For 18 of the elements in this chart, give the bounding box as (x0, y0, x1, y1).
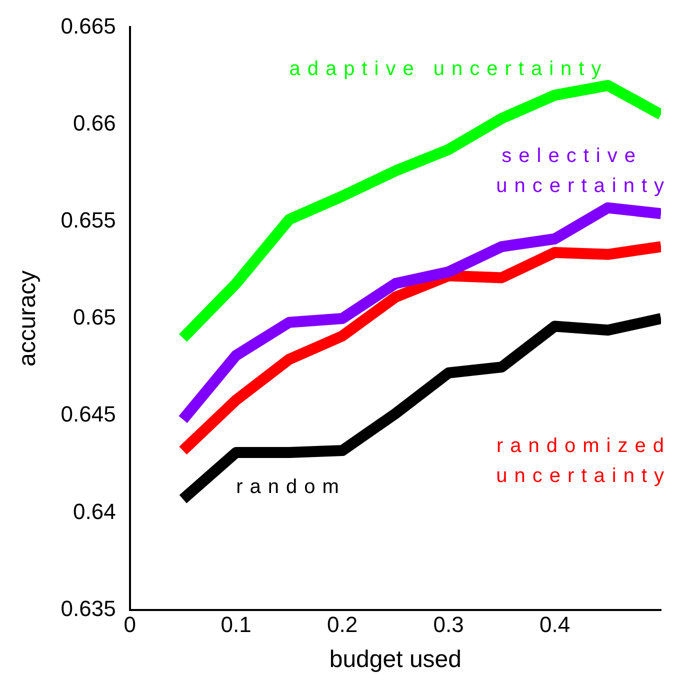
x-tick-label: 0.1 (220, 612, 252, 638)
y-tick-label: 0.66 (73, 110, 116, 136)
x-tick-label: 0.2 (327, 612, 358, 638)
y-tick-label: 0.665 (60, 13, 116, 38)
x-tick-label: 0 (124, 612, 136, 638)
y-tick-label: 0.635 (60, 596, 116, 621)
y-tick-label: 0.655 (60, 207, 116, 232)
x-tick-label: 0.3 (433, 612, 464, 638)
y-tick-label: 0.64 (73, 498, 116, 524)
x-axis-title: budget used (329, 646, 462, 674)
series-label: random (236, 476, 346, 498)
series-label: selective uncertainty (496, 145, 672, 198)
series-label: adaptive uncertainty (289, 58, 608, 80)
y-tick-label: 0.645 (60, 402, 116, 427)
y-axis-title: accuracy (14, 270, 42, 367)
x-tick-label: 0.4 (539, 612, 570, 638)
text: randomized uncertainty (496, 435, 672, 488)
y-tick-label: 0.65 (73, 304, 116, 330)
